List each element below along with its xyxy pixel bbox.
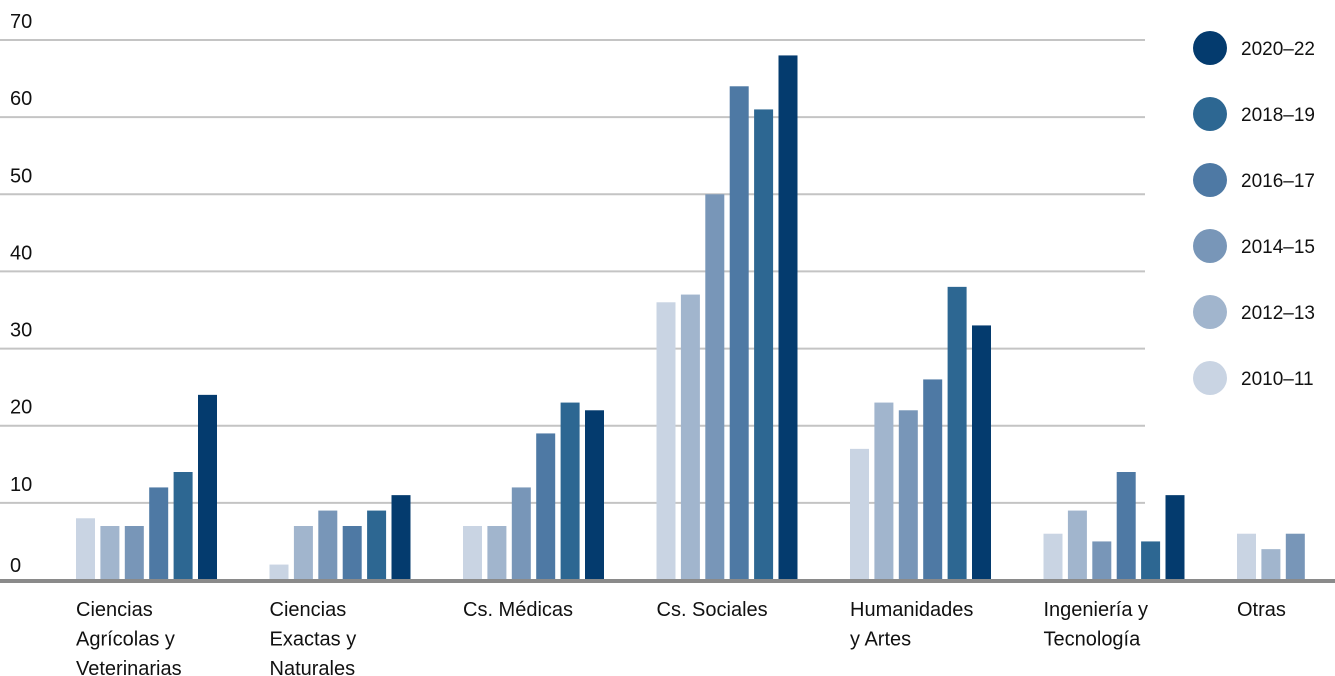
bar [198, 394, 217, 580]
bar [874, 402, 894, 580]
bar [1285, 533, 1305, 580]
y-axis-ticks: 0 10 20 30 40 50 60 70 [10, 11, 32, 577]
y-tick-label: 40 [10, 242, 32, 264]
x-axis-categories: Ciencias Agrícolas y Veterinarias Ciencias E… [76, 599, 1286, 676]
legend-swatch [1193, 229, 1227, 263]
bars [76, 55, 1305, 581]
bar [293, 526, 313, 580]
bar [1067, 510, 1087, 580]
bar [318, 510, 338, 580]
bar [560, 402, 580, 580]
legend-label: 2016–17 [1241, 171, 1315, 192]
gridlines [0, 39, 1145, 504]
bar [269, 564, 289, 580]
legend-swatch [1193, 31, 1227, 65]
x-category-label: Cs. Sociales [657, 599, 768, 621]
y-tick-label: 30 [10, 320, 32, 342]
bar [1043, 533, 1063, 580]
legend-label: 2020–22 [1241, 39, 1315, 60]
bar [778, 55, 798, 580]
bar [1261, 549, 1281, 580]
legend-label: 2010–11 [1241, 369, 1314, 390]
bar [705, 194, 725, 581]
legend-swatch [1193, 163, 1227, 197]
y-tick-label: 60 [10, 88, 32, 110]
bar [1141, 541, 1161, 580]
bar [947, 286, 967, 580]
legend-swatch [1193, 361, 1227, 395]
y-tick-label: 20 [10, 397, 32, 419]
bar [585, 410, 604, 580]
bar [487, 526, 507, 580]
bar [754, 109, 774, 580]
legend-label: 2018–19 [1241, 105, 1315, 126]
x-category-label: Humanidades y Artes [850, 599, 973, 651]
bar [342, 526, 362, 580]
bar [1237, 533, 1256, 580]
bar [367, 510, 387, 580]
legend-swatch [1193, 295, 1227, 329]
x-category-label: Otras [1237, 599, 1286, 621]
x-category-label: Ciencias Exactas y Naturales [270, 599, 357, 676]
bar [729, 86, 749, 581]
bar [1165, 495, 1185, 580]
bar [972, 325, 991, 580]
bar [923, 379, 943, 580]
y-tick-label: 70 [10, 11, 32, 33]
bar [391, 495, 411, 580]
bar [898, 410, 918, 580]
y-tick-label: 50 [10, 165, 32, 187]
bar [100, 526, 120, 580]
bar [149, 487, 169, 580]
bar [76, 518, 95, 580]
legend: 2020–22 2018–19 2016–17 2014–15 2012–13 2010–… [1193, 31, 1315, 395]
x-category-label: Cs. Médicas [463, 599, 573, 621]
bar [463, 526, 482, 580]
legend-swatch [1193, 97, 1227, 131]
bar [850, 448, 869, 580]
bar [680, 294, 700, 580]
bar [173, 472, 193, 580]
x-category-label: Ingeniería y Tecnología [1044, 599, 1149, 651]
y-tick-label: 0 [10, 555, 21, 577]
bar [1116, 472, 1136, 580]
y-tick-label: 10 [10, 474, 32, 496]
bar [536, 433, 556, 580]
bar [124, 526, 144, 580]
bar [656, 302, 676, 580]
x-category-label: Ciencias Agrícolas y Veterinarias [76, 599, 182, 676]
bar [1092, 541, 1112, 580]
legend-label: 2012–13 [1241, 303, 1315, 324]
bar [511, 487, 531, 580]
legend-label: 2014–15 [1241, 237, 1315, 258]
